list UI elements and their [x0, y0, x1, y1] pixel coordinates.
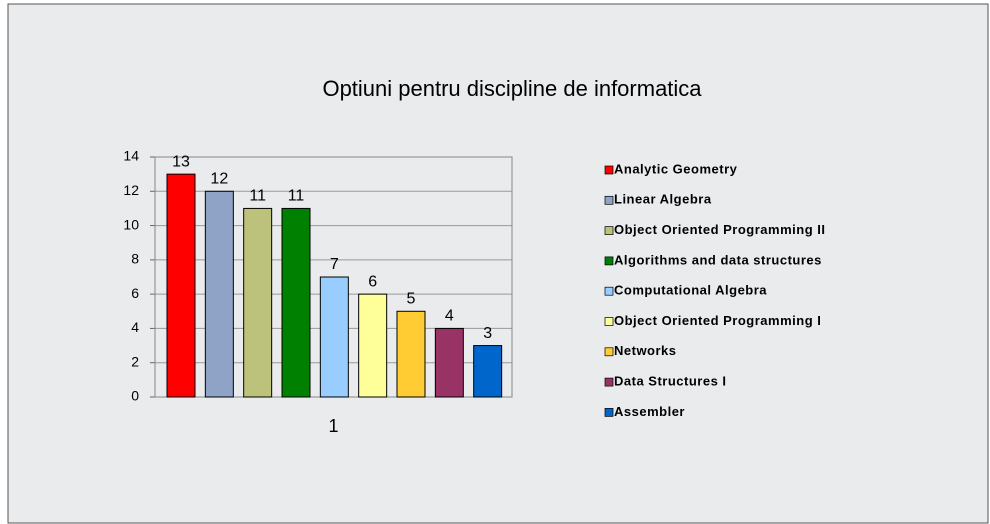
y-tick-label: 12 — [123, 182, 139, 198]
data-label: 11 — [249, 188, 266, 205]
bar — [243, 207, 273, 398]
x-tick-label: 1 — [328, 416, 338, 436]
data-label: 6 — [368, 273, 377, 290]
bar — [396, 310, 426, 398]
bar — [434, 327, 464, 398]
chart-title: Optiuni pentru discipline de informatica — [322, 76, 702, 101]
bar — [473, 345, 503, 398]
data-label: 12 — [210, 171, 228, 188]
legend-label: Analytic Geometry — [614, 161, 738, 176]
legend-swatch — [604, 226, 614, 235]
legend-label: Assembler — [614, 404, 685, 419]
data-label: 11 — [288, 188, 305, 205]
y-tick-label: 2 — [131, 353, 139, 369]
legend-swatch — [604, 377, 614, 387]
bar — [281, 207, 311, 398]
data-label: 13 — [172, 153, 190, 170]
legend-swatch — [604, 195, 614, 205]
data-label: 7 — [330, 256, 339, 273]
legend-swatch — [604, 347, 614, 357]
legend-label: Networks — [614, 343, 677, 358]
data-label: 4 — [445, 308, 454, 325]
bar — [358, 293, 388, 398]
legend-swatch — [604, 165, 614, 175]
y-tick-label: 0 — [131, 388, 139, 404]
y-tick-label: 8 — [131, 251, 139, 267]
y-tick-label: 6 — [131, 285, 139, 301]
bar — [204, 190, 234, 398]
bar — [319, 276, 349, 398]
bar — [166, 173, 196, 398]
legend-label: Data Structures I — [614, 374, 727, 389]
legend-swatch — [604, 408, 614, 417]
y-tick-label: 14 — [123, 148, 139, 164]
data-label: 5 — [407, 291, 416, 308]
legend-swatch — [604, 286, 614, 296]
legend-swatch — [604, 256, 614, 266]
legend-label: Object Oriented Programming II — [614, 222, 825, 237]
y-tick-label: 10 — [123, 216, 139, 232]
y-tick-label: 4 — [131, 319, 139, 335]
legend-label: Computational Algebra — [614, 283, 767, 298]
legend-swatch — [604, 317, 614, 326]
legend-label: Object Oriented Programming I — [614, 313, 821, 328]
legend-label: Linear Algebra — [614, 192, 712, 207]
data-label: 3 — [483, 325, 492, 342]
legend-label: Algorithms and data structures — [614, 252, 822, 267]
